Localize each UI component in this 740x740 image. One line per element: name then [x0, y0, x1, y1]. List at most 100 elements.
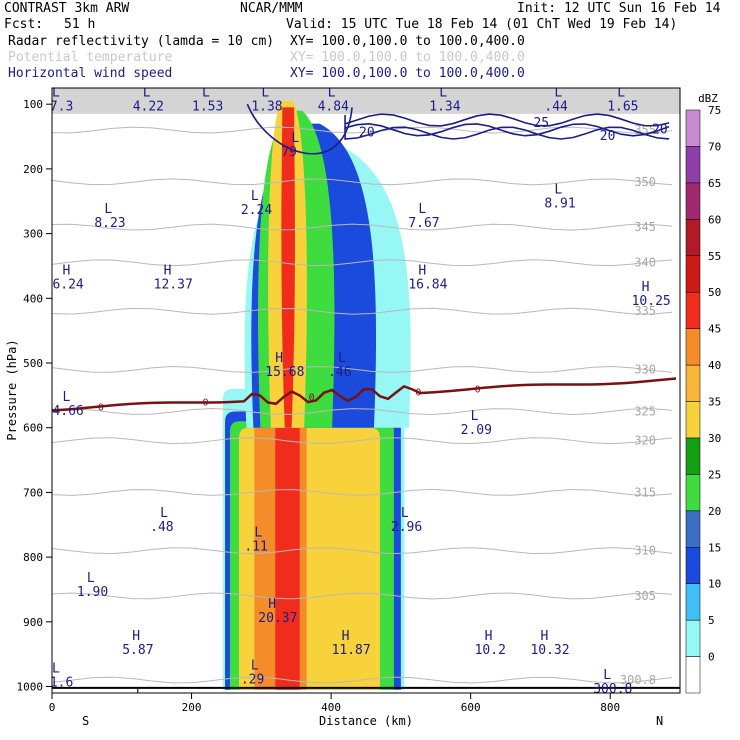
extremum-value-26: 5.87 [122, 643, 153, 658]
field-name-wind: Horizontal wind speed [8, 66, 172, 81]
theta-dense-band [52, 88, 680, 114]
colorbar-swatch-5 [685, 474, 701, 512]
colorbar-swatch-12 [685, 219, 701, 256]
colorbar-swatch-10 [685, 291, 701, 329]
extremum-value-23: .11 [244, 540, 267, 555]
wind-contour-1 [344, 113, 670, 127]
extremum-value-20: 2.09 [461, 423, 492, 438]
extremum-value-3: 1.38 [251, 100, 282, 115]
wind-contour-label-1: 25 [533, 116, 549, 131]
wind-contour-label-2: 20 [600, 129, 616, 144]
extremum-value-2: 1.53 [192, 100, 223, 115]
extremum-type-12: L [554, 183, 562, 198]
extremum-type-25: H [268, 597, 276, 612]
extremum-value-31: 1.21 [126, 701, 157, 716]
colorbar-label-12: 60 [708, 213, 721, 226]
colorbar-label-6: 30 [708, 432, 721, 445]
theta-contour-3 [52, 488, 673, 496]
x-tick-label-1: 200 [182, 701, 202, 714]
field-xy-wind: XY= 100.0,100.0 to 100.0,400.0 [290, 66, 525, 81]
extremum-type-27: H [342, 629, 350, 644]
extremum-value-10: 2.24 [241, 203, 272, 218]
extremum-value-12: 8.91 [544, 197, 575, 212]
extremum-value-7: 1.65 [607, 100, 638, 115]
extremum-type-21: L [160, 506, 168, 521]
theta-contour-label-8: 340 [634, 256, 656, 270]
extremum-value-13: 6.24 [52, 278, 83, 293]
colorbar-swatch-15 [685, 109, 701, 147]
extremum-type-32: L [603, 668, 611, 683]
theta-contour-label-6: 330 [634, 362, 656, 376]
extremum-value-27: 11.87 [332, 643, 371, 658]
extremum-type-28: H [485, 629, 493, 644]
colorbar-swatch-13 [685, 182, 701, 220]
y-tick-label-2: 300 [23, 228, 43, 241]
extremum-type-23: L [254, 526, 262, 541]
colorbar-swatch-7 [685, 401, 701, 439]
extremum-type-3: L [261, 86, 269, 101]
theta-contour-4 [52, 437, 673, 445]
extremum-value-32: 300.8 [593, 682, 632, 697]
colorbar-label-1: 5 [708, 614, 715, 627]
extremum-value-6: .44 [544, 100, 568, 115]
colorbar-label-10: 50 [708, 286, 721, 299]
extremum-type-24: L [87, 571, 95, 586]
colorbar-label-4: 20 [708, 505, 721, 518]
theta-contour-8 [52, 259, 673, 267]
extremum-type-33: L [52, 662, 60, 677]
extremum-type-26: H [132, 629, 140, 644]
extremum-type-1: L [143, 86, 151, 101]
colorbar-swatch-4 [685, 510, 701, 548]
extremum-type-30: L [251, 658, 259, 673]
valid-time: Valid: 15 UTC Tue 18 Feb 14 (01 ChT Wed … [286, 17, 677, 32]
zero-line-label-2: 0 [309, 393, 315, 404]
x-tick-label-3: 600 [461, 701, 481, 714]
wind-contour-label-0: 20 [359, 126, 375, 141]
center-title: NCAR/MMM [240, 1, 303, 16]
x-end-label-north: N [656, 714, 663, 728]
theta-contour-label-7: 335 [634, 304, 656, 318]
extremum-value-24: 1.90 [77, 585, 108, 600]
theta-contour-label-10: 350 [634, 175, 656, 189]
model-title: CONTRAST 3km ARW [4, 1, 129, 16]
y-tick-label-8: 900 [23, 616, 43, 629]
extremum-value-4: 4.84 [318, 100, 349, 115]
colorbar-swatch-14 [685, 146, 701, 184]
colorbar-swatch-3 [685, 547, 701, 584]
extremum-type-6: L [554, 86, 562, 101]
y-tick-label-0: 100 [23, 98, 43, 111]
theta-contour-11 [52, 126, 673, 134]
colorbar-swatch-9 [685, 328, 701, 366]
extremum-value-29: 10.32 [530, 643, 569, 658]
extremum-type-29: H [540, 629, 548, 644]
y-axis-label: Pressure (hPa) [5, 339, 19, 440]
extremum-value-15: 16.84 [408, 278, 447, 293]
extremum-value-17: 15.68 [265, 365, 304, 380]
field-xy-theta: XY= 100.0,100.0 to 100.0,400.0 [290, 50, 525, 65]
theta-contour-label-0: 300.8 [620, 673, 656, 687]
colorbar-label-0: 0 [708, 651, 715, 664]
colorbar: dBZ 0 5 10 15 20 25 30 35 40 45 50 55 60 65 70 75 [685, 92, 721, 694]
extremum-value-8: 79 [281, 145, 297, 160]
theta-contour-label-2: 310 [634, 544, 656, 558]
extremum-value-28: 10.2 [475, 643, 506, 658]
extremum-type-15: H [418, 264, 426, 279]
y-tick-label-5: 600 [23, 422, 43, 435]
extremum-type-19: L [62, 390, 70, 405]
theta-contour-label-9: 345 [634, 220, 656, 234]
extremum-type-0: L [52, 86, 60, 101]
extremum-type-20: L [471, 409, 479, 424]
wind-contour-label-3: 20 [652, 122, 668, 137]
extremum-type-18: L [338, 351, 346, 366]
x-axis-label: Distance (km) [319, 714, 413, 728]
colorbar-unit: dBZ [698, 92, 718, 105]
zero-line-label-3: 0 [415, 388, 421, 399]
colorbar-label-8: 40 [708, 359, 721, 372]
wind-contour-core [246, 103, 353, 155]
x-tick-label-2: 400 [321, 701, 341, 714]
colorbar-label-7: 35 [708, 396, 721, 409]
colorbar-swatch-0 [685, 656, 701, 694]
theta-contour-2 [52, 547, 673, 555]
